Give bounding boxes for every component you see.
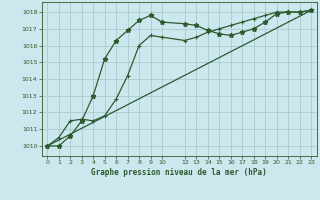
X-axis label: Graphe pression niveau de la mer (hPa): Graphe pression niveau de la mer (hPa) bbox=[91, 168, 267, 177]
